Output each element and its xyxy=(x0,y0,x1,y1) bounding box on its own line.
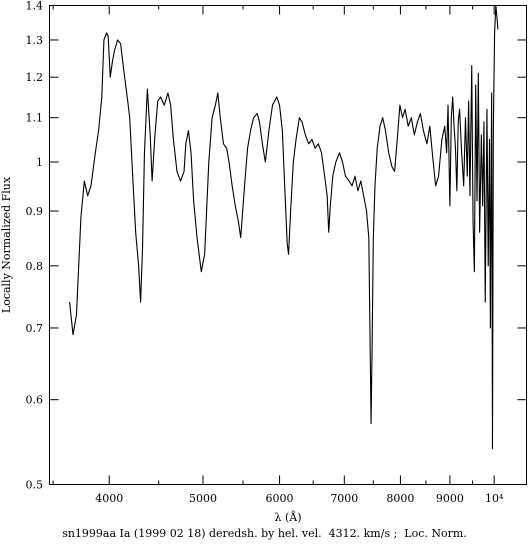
x-axis-label: λ (Å) xyxy=(275,510,302,524)
y-tick-label: 1.4 xyxy=(26,0,44,13)
y-tick-label: 1.2 xyxy=(26,71,44,84)
y-tick-label: 0.8 xyxy=(26,260,44,273)
y-tick-label: 0.7 xyxy=(26,322,44,335)
x-tick-label: 5000 xyxy=(189,492,217,505)
y-tick-label: 1.1 xyxy=(26,112,44,125)
x-axis-ticks: 4000 5000 6000 7000 8000 9000 10⁴ xyxy=(95,5,504,505)
x-tick-label: 6000 xyxy=(266,492,294,505)
spectrum-line xyxy=(69,5,499,450)
y-tick-label: 1 xyxy=(36,156,43,169)
x-tick-label: 4000 xyxy=(95,492,123,505)
x-tick-label: 10⁴ xyxy=(485,492,504,505)
y-tick-label: 0.6 xyxy=(26,394,44,407)
y-tick-label: 1.3 xyxy=(26,34,44,47)
y-tick-label: 0.9 xyxy=(26,205,44,218)
plot-frame xyxy=(49,5,527,485)
x-tick-label: 9000 xyxy=(436,492,464,505)
y-axis-label: Locally Normalized Flux xyxy=(0,176,13,313)
x-tick-label: 8000 xyxy=(386,492,414,505)
x-tick-label: 7000 xyxy=(330,492,358,505)
series-layer xyxy=(69,5,499,450)
y-axis-ticks: 0.5 0.6 0.7 0.8 0.9 1 1.1 1.2 1.3 1.4 xyxy=(26,0,527,492)
y-tick-label: 0.5 xyxy=(26,479,44,492)
figure-caption: sn1999aa Ia (1999 02 18) deredsh. by hel… xyxy=(62,527,467,540)
x-minor-ticks xyxy=(52,5,474,485)
